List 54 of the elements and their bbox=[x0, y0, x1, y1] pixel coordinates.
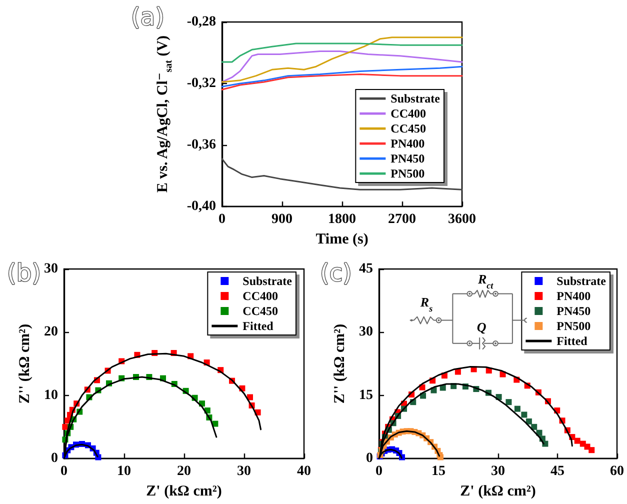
y-tick-label: -0,36 bbox=[186, 138, 216, 152]
legend-label: Fitted bbox=[242, 319, 274, 333]
x-tick-label: 20 bbox=[177, 464, 191, 479]
annotation: R$_{s}$ bbox=[419, 294, 434, 314]
x-tick-label: 0 bbox=[218, 212, 226, 227]
x-tick-label: 40 bbox=[297, 464, 311, 479]
x-axis-title: Z' (kΩ cm²) bbox=[146, 484, 222, 500]
y-axis-title: Z'' (kΩ cm²) bbox=[17, 324, 33, 404]
x-tick-label: 15 bbox=[432, 464, 446, 479]
y-tick-label: 20 bbox=[44, 324, 58, 340]
legend-label: Substrate bbox=[242, 274, 293, 288]
x-tick-label: 900 bbox=[272, 212, 292, 227]
legend-label: CC450 bbox=[390, 122, 426, 136]
x-tick-label: 2700 bbox=[388, 212, 416, 227]
x-tick-label: 3600 bbox=[448, 212, 476, 227]
legend-label: CC400 bbox=[242, 289, 278, 303]
chart-title: (c) bbox=[320, 259, 352, 287]
legend-label: PN450 bbox=[390, 152, 425, 166]
y-tick-label: 10 bbox=[44, 388, 58, 403]
x-tick-label: 1800 bbox=[328, 212, 356, 227]
x-axis-title: Time (s) bbox=[316, 232, 368, 248]
y-tick-label: 0 bbox=[51, 451, 58, 466]
y-axis-title: E vs. Ag/AgCl, Cl⁻sat (V) bbox=[155, 35, 174, 193]
y-tick-label: 30 bbox=[44, 262, 58, 276]
x-tick-label: 0 bbox=[60, 464, 68, 479]
y-tick-label: 0 bbox=[366, 451, 373, 466]
legend-label: Substrate bbox=[556, 274, 607, 288]
x-tick-label: 30 bbox=[237, 464, 251, 479]
legend-label: Substrate bbox=[390, 92, 441, 106]
legend-label: PN500 bbox=[390, 166, 425, 181]
legend-label: PN400 bbox=[390, 136, 425, 151]
legend-label: CC450 bbox=[242, 304, 278, 318]
annotation: Q bbox=[476, 320, 487, 335]
x-tick-label: 30 bbox=[491, 464, 505, 479]
x-tick-label: 45 bbox=[550, 464, 564, 479]
y-tick-label: -0,28 bbox=[186, 14, 216, 30]
y-tick-label: -0,32 bbox=[186, 76, 216, 91]
legend-label: CC400 bbox=[390, 106, 426, 121]
annotation: R$_{ct}$ bbox=[476, 271, 494, 290]
y-tick-label: 15 bbox=[359, 388, 373, 403]
x-tick-label: 60 bbox=[610, 464, 624, 479]
x-tick-label: 0 bbox=[376, 464, 382, 479]
chart-title: (a) bbox=[131, 3, 164, 31]
y-tick-label: -0,40 bbox=[186, 199, 216, 214]
legend-label: PN500 bbox=[556, 319, 591, 333]
legend-label: PN400 bbox=[556, 289, 591, 303]
x-axis-title: Z' (kΩ cm²) bbox=[460, 484, 536, 500]
y-axis-title: Z'' (kΩ cm²) bbox=[332, 324, 348, 404]
chart-title: (b) bbox=[7, 259, 41, 287]
y-tick-label: 30 bbox=[359, 324, 373, 340]
legend-label: Fitted bbox=[556, 334, 588, 348]
y-tick-label: 45 bbox=[359, 262, 373, 276]
legend-label: PN450 bbox=[556, 304, 591, 318]
x-tick-label: 10 bbox=[117, 464, 131, 479]
